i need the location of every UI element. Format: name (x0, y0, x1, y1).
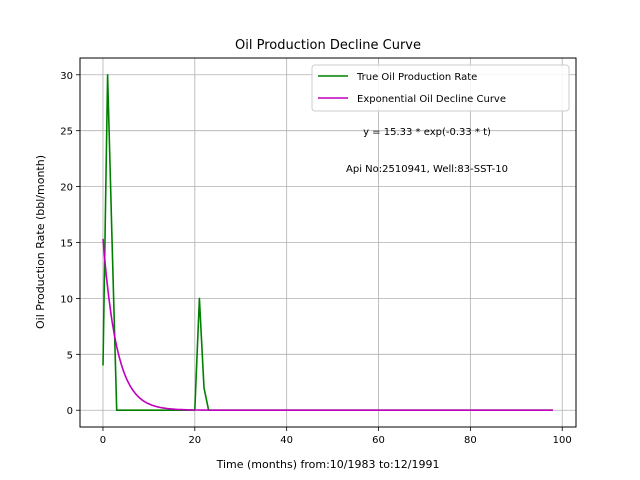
x-tick-label: 40 (280, 435, 293, 446)
y-tick-label: 30 (60, 71, 73, 82)
chart-title: Oil Production Decline Curve (235, 38, 421, 53)
legend-box (311, 64, 570, 112)
ticks: 0 20 40 60 80 100 0 5 10 15 20 25 30 (60, 71, 572, 446)
x-tick-label: 0 (100, 435, 106, 446)
x-tick-label: 80 (464, 435, 477, 446)
x-tick-label: 100 (553, 435, 572, 446)
series-layer (102, 74, 553, 412)
y-axis-label: Oil Production Rate (bbl/month) (34, 155, 47, 329)
y-tick-label: 20 (60, 183, 73, 194)
grid (80, 58, 576, 427)
x-tick-label: 60 (372, 435, 385, 446)
y-tick-label: 10 (60, 294, 73, 305)
x-axis-label: Time (months) from:10/1983 to:12/1991 (216, 458, 440, 471)
y-tick-label: 5 (67, 350, 73, 361)
y-tick-label: 25 (60, 127, 73, 138)
well-info: Api No:2510941, Well:83-SST-10 (346, 164, 508, 175)
x-tick-label: 20 (188, 435, 201, 446)
legend: True Oil Production Rate Exponential Oil… (311, 64, 570, 112)
legend-label-decline-curve: Exponential Oil Decline Curve (357, 94, 506, 105)
legend-label-true-rate: True Oil Production Rate (356, 72, 477, 83)
y-tick-label: 0 (67, 406, 73, 417)
series-decline-curve-line (102, 238, 553, 412)
fit-equation: y = 15.33 * exp(-0.33 * t) (363, 127, 491, 138)
y-tick-label: 15 (60, 239, 73, 250)
